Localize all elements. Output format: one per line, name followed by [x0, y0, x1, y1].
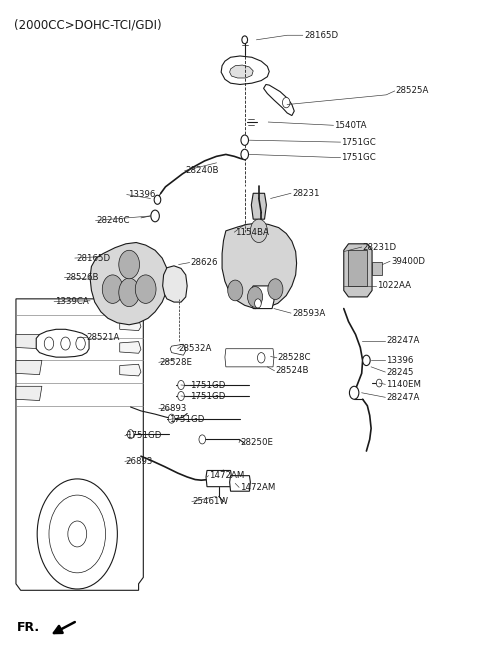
Text: 28247A: 28247A	[386, 337, 420, 346]
Polygon shape	[90, 243, 168, 325]
Text: 28521A: 28521A	[87, 333, 120, 342]
Text: 28626: 28626	[191, 258, 218, 267]
Circle shape	[61, 337, 70, 350]
Circle shape	[257, 353, 265, 363]
Polygon shape	[120, 297, 141, 308]
Circle shape	[178, 392, 184, 401]
Text: 28165D: 28165D	[304, 31, 338, 40]
Polygon shape	[16, 335, 42, 349]
Circle shape	[44, 337, 54, 350]
Text: 26893: 26893	[160, 404, 187, 413]
Text: 1751GD: 1751GD	[126, 431, 161, 440]
Polygon shape	[120, 319, 141, 331]
Polygon shape	[206, 470, 231, 487]
Text: 28528C: 28528C	[278, 354, 311, 362]
Polygon shape	[372, 262, 382, 275]
Polygon shape	[222, 223, 297, 308]
Circle shape	[199, 435, 205, 444]
Text: 1339CA: 1339CA	[55, 297, 89, 306]
Circle shape	[251, 219, 267, 243]
Polygon shape	[163, 266, 187, 302]
Text: 28231: 28231	[292, 189, 319, 198]
Circle shape	[168, 414, 175, 423]
Text: 28525A: 28525A	[396, 87, 429, 96]
Text: 28231D: 28231D	[362, 243, 397, 251]
Polygon shape	[36, 329, 89, 357]
Polygon shape	[264, 85, 294, 115]
Polygon shape	[225, 349, 274, 367]
Polygon shape	[16, 360, 42, 375]
Text: 13396: 13396	[128, 190, 155, 199]
Text: 28165D: 28165D	[76, 254, 110, 262]
Circle shape	[376, 379, 382, 387]
Text: 28247A: 28247A	[386, 393, 420, 402]
Text: 26893: 26893	[126, 457, 153, 466]
Polygon shape	[229, 476, 251, 491]
Polygon shape	[120, 342, 141, 354]
Text: 1751GC: 1751GC	[341, 153, 376, 162]
Circle shape	[154, 195, 161, 204]
Circle shape	[76, 337, 85, 350]
Polygon shape	[252, 286, 274, 308]
Circle shape	[282, 98, 290, 108]
Text: 25461W: 25461W	[193, 497, 229, 506]
Circle shape	[119, 251, 140, 279]
Text: 1154BA: 1154BA	[235, 228, 269, 237]
Text: 1140EM: 1140EM	[386, 380, 421, 389]
Text: 28246C: 28246C	[96, 216, 130, 225]
Text: (2000CC>DOHC-TCI/GDI): (2000CC>DOHC-TCI/GDI)	[13, 18, 161, 31]
Text: 1472AM: 1472AM	[209, 471, 245, 480]
Circle shape	[228, 280, 243, 301]
Text: 28528E: 28528E	[160, 358, 193, 367]
Text: 28240B: 28240B	[186, 166, 219, 175]
Polygon shape	[344, 244, 372, 297]
Text: 1751GC: 1751GC	[341, 138, 376, 147]
Text: 1472AM: 1472AM	[240, 483, 276, 492]
Text: 1022AA: 1022AA	[377, 281, 411, 291]
Text: 1751GD: 1751GD	[169, 415, 204, 424]
Polygon shape	[348, 251, 367, 286]
Polygon shape	[170, 344, 186, 355]
Circle shape	[242, 36, 248, 44]
Circle shape	[248, 287, 263, 307]
Text: 28532A: 28532A	[179, 344, 212, 353]
Polygon shape	[16, 299, 144, 590]
Circle shape	[119, 278, 140, 306]
Text: 28245: 28245	[386, 367, 414, 377]
Polygon shape	[221, 56, 269, 85]
Circle shape	[37, 479, 118, 589]
Circle shape	[178, 380, 184, 390]
Text: 28250E: 28250E	[240, 438, 273, 447]
Circle shape	[349, 386, 359, 400]
Circle shape	[102, 275, 123, 303]
Polygon shape	[120, 364, 141, 376]
Circle shape	[68, 521, 87, 547]
Text: 13396: 13396	[386, 356, 414, 365]
Text: 28526B: 28526B	[65, 273, 99, 282]
Text: 1751GD: 1751GD	[191, 381, 226, 390]
Polygon shape	[16, 386, 42, 401]
Text: 28593A: 28593A	[292, 308, 325, 318]
Circle shape	[135, 275, 156, 303]
Text: 1540TA: 1540TA	[335, 121, 367, 130]
Circle shape	[151, 210, 159, 222]
Circle shape	[362, 355, 370, 365]
Polygon shape	[252, 194, 266, 219]
Text: FR.: FR.	[17, 621, 40, 634]
Text: 39400D: 39400D	[391, 256, 425, 266]
Circle shape	[254, 299, 261, 308]
Polygon shape	[229, 65, 253, 78]
Circle shape	[127, 430, 134, 439]
Text: 28524B: 28524B	[276, 366, 309, 375]
Circle shape	[49, 495, 106, 573]
Circle shape	[241, 150, 249, 159]
Circle shape	[241, 135, 249, 146]
Text: 1751GD: 1751GD	[191, 392, 226, 401]
Circle shape	[268, 279, 283, 300]
